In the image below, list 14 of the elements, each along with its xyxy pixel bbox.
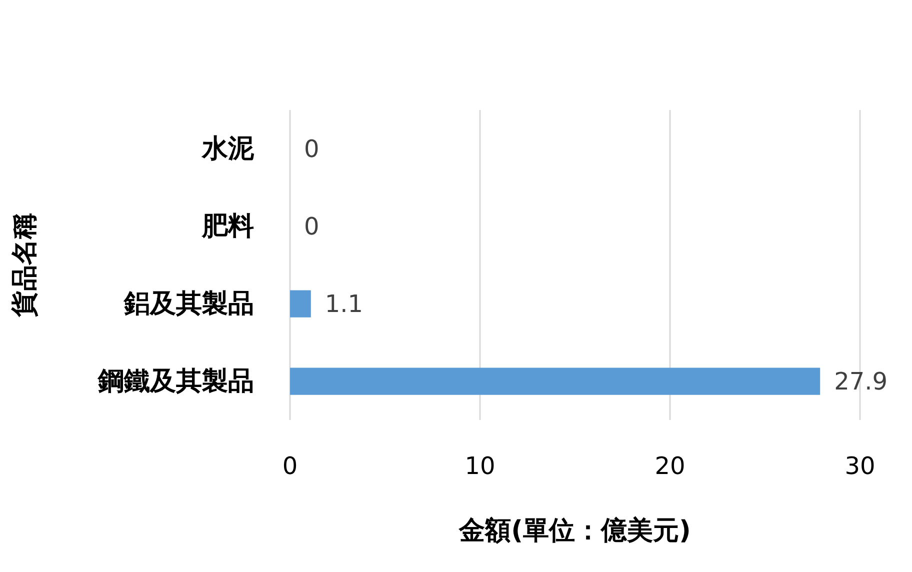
data-label: 0 bbox=[304, 134, 320, 163]
y-tick-label: 鋁及其製品 bbox=[123, 288, 254, 319]
x-tick-label: 10 bbox=[464, 452, 496, 480]
data-label: 0 bbox=[304, 212, 320, 240]
data-label: 1.1 bbox=[324, 290, 364, 318]
x-axis-title: 金額(單位：億美元) bbox=[458, 516, 691, 546]
x-tick-label: 20 bbox=[654, 452, 686, 480]
y-tick-label: 鋼鐵及其製品 bbox=[97, 366, 254, 396]
y-tick-label: 肥料 bbox=[201, 211, 254, 242]
data-label: 27.9 bbox=[834, 367, 888, 396]
y-axis-title: 貨品名稱 bbox=[10, 213, 40, 318]
y-tick-label: 水泥 bbox=[201, 134, 255, 164]
x-tick-label: 30 bbox=[844, 452, 876, 480]
x-tick-label: 0 bbox=[282, 452, 298, 480]
